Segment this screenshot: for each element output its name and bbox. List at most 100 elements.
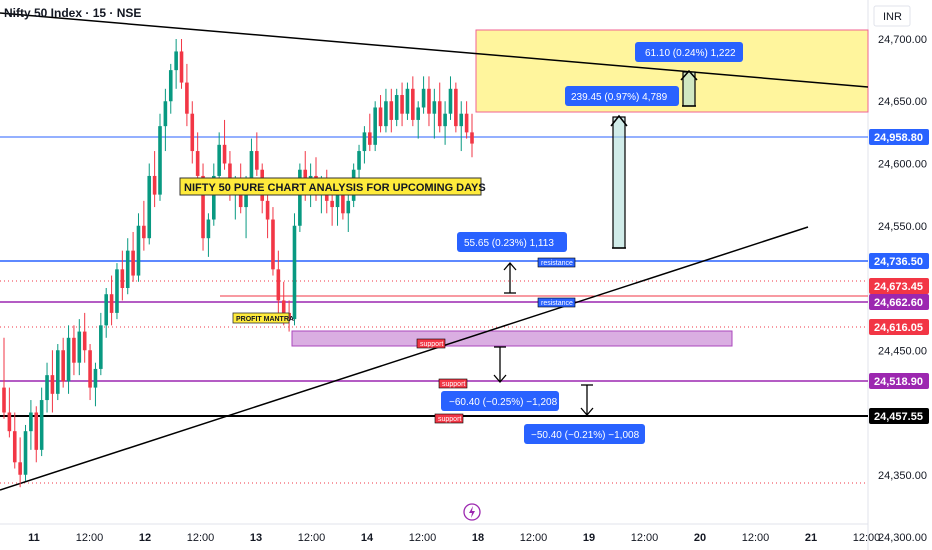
candle <box>346 194 351 232</box>
candle <box>29 400 33 450</box>
candle <box>357 144 361 183</box>
candle <box>421 76 426 114</box>
time-tick: 18 <box>472 532 484 544</box>
candle <box>185 63 189 127</box>
candle <box>168 63 173 114</box>
candle <box>99 312 103 376</box>
candle <box>437 82 442 133</box>
price-level-value: 24,616.05 <box>874 322 923 334</box>
candle <box>373 101 377 152</box>
candle <box>115 263 119 320</box>
candle <box>147 163 152 245</box>
price-level-tag <box>869 373 929 389</box>
candle <box>61 337 65 388</box>
time-tick: 12:00 <box>520 532 548 544</box>
candle <box>2 337 6 419</box>
time-axis[interactable]: 11 12:00 12 12:00 13 12:00 14 12:00 18 12:00 19 12:… <box>28 532 880 544</box>
candle <box>34 406 39 463</box>
time-tick: 12:00 <box>187 532 215 544</box>
price-level-tag <box>869 278 929 294</box>
price-level-value: 24,457.55 <box>874 411 923 423</box>
candle <box>104 288 109 338</box>
candle <box>448 76 453 120</box>
measure-label-2-text: 239.45 (0.97%) 4,789 <box>571 92 668 103</box>
candle <box>384 88 388 133</box>
candle <box>45 362 49 413</box>
time-tick: 12:00 <box>76 532 104 544</box>
candle <box>93 362 98 407</box>
candle <box>470 113 474 158</box>
currency-label: INR <box>883 11 902 23</box>
time-tick: 12 <box>139 532 151 544</box>
candle <box>201 163 205 251</box>
candle <box>72 325 76 376</box>
price-level-tag <box>869 319 929 335</box>
candle <box>427 76 431 127</box>
time-tick: 12:00 <box>631 532 659 544</box>
candle <box>77 319 82 376</box>
time-tick: 21 <box>805 532 817 544</box>
candle <box>50 350 55 413</box>
resistance-tag-1 <box>537 257 576 268</box>
price-tick: 24,350.00 <box>878 470 927 482</box>
candle <box>174 39 178 89</box>
price-level-value: 24,958.80 <box>874 132 923 144</box>
support-tag-3-text: support <box>438 416 461 423</box>
candle <box>88 344 92 401</box>
price-tick: 24,600.00 <box>878 159 927 171</box>
measure-label-4-text: −60.40 (−0.25%) −1,208 <box>449 397 558 408</box>
candle <box>459 101 464 152</box>
measure-label-5 <box>524 424 645 444</box>
resistance-tag-1-text: resistance <box>541 260 573 267</box>
price-labels: 24,958.80 24,736.50 24,673.45 24,662.60 24,6… <box>869 129 929 424</box>
long-arrow-small <box>680 69 698 107</box>
time-tick: 14 <box>361 532 374 544</box>
candle <box>18 437 22 488</box>
candle <box>125 238 130 295</box>
lightning-icon[interactable] <box>463 503 481 521</box>
candle <box>190 101 195 164</box>
measure-label-4 <box>441 391 559 411</box>
candle <box>23 424 28 481</box>
candle <box>298 163 302 232</box>
price-level-value: 24,673.45 <box>874 281 923 293</box>
candles-group <box>2 39 474 488</box>
candle <box>163 88 168 152</box>
candle <box>292 213 297 326</box>
support-tag-3 <box>434 413 464 424</box>
candle <box>443 101 447 145</box>
price-axis[interactable]: 24,300.0024,350.0024,400.0024,450.0024,5… <box>878 0 927 544</box>
resistance-tag-2-text: resistance <box>541 300 573 307</box>
price-tick: 24,650.00 <box>878 96 927 108</box>
candle <box>271 207 275 276</box>
measure-label-2 <box>565 86 679 106</box>
candle <box>109 275 114 326</box>
rising-trendline[interactable] <box>0 226 809 491</box>
time-tick: 12:00 <box>853 532 881 544</box>
candle <box>454 82 458 133</box>
price-level-tag <box>869 408 929 424</box>
measure-label-3 <box>457 232 567 252</box>
candle <box>120 250 125 301</box>
candle <box>66 325 71 394</box>
demand-zone <box>291 330 733 347</box>
headline-box <box>179 177 482 196</box>
price-level-value: 24,518.90 <box>874 376 923 388</box>
support-tag-2 <box>438 378 468 389</box>
currency-box[interactable] <box>873 5 911 27</box>
profit-mantra-text: PROFIT MANTRA <box>236 316 294 323</box>
time-tick: 20 <box>694 532 706 544</box>
measure-label-3-text: 55.65 (0.23%) 1,113 <box>464 238 554 249</box>
candle <box>55 344 60 401</box>
candle <box>362 126 367 164</box>
time-tick: 12:00 <box>298 532 326 544</box>
down-arrow-support-1 <box>493 346 507 383</box>
resistance-tag-2 <box>537 297 576 308</box>
price-tick: 24,300.00 <box>878 532 927 544</box>
falling-trendline[interactable] <box>0 12 869 88</box>
candle <box>82 312 87 363</box>
candle <box>389 88 394 133</box>
candle <box>416 101 421 139</box>
